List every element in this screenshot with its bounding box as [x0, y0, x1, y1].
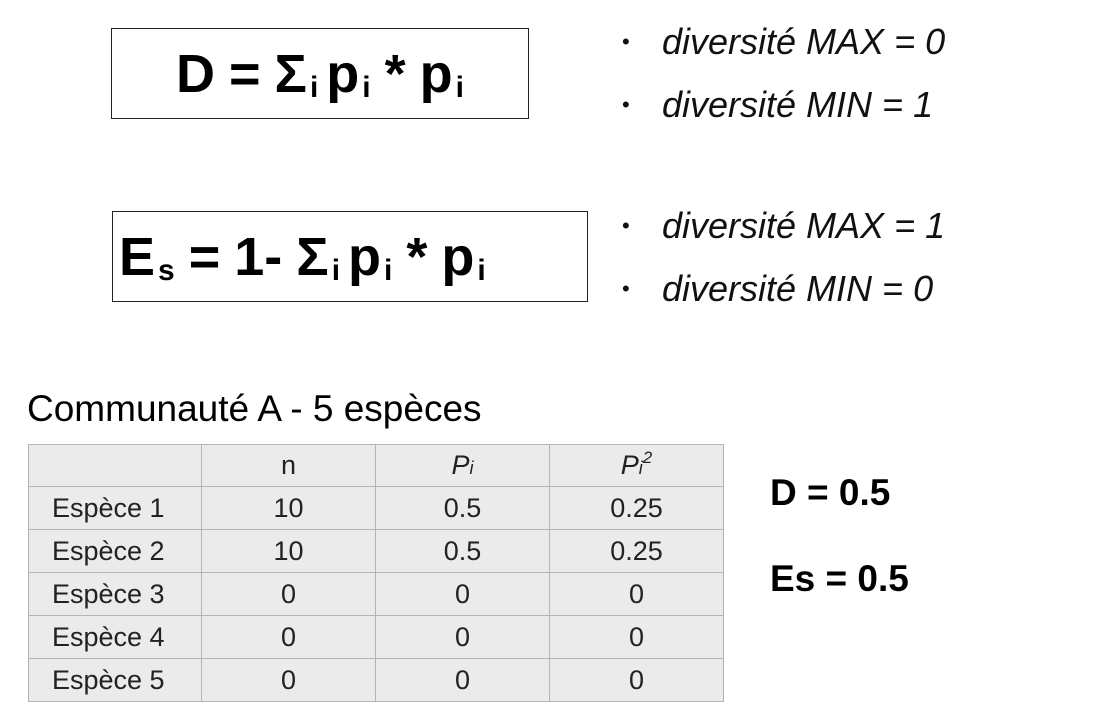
header-n: n	[201, 444, 376, 487]
bullet-item: • diversité MAX = 0	[622, 22, 945, 85]
formula-sigma-subscript: i	[309, 70, 319, 104]
table-row: Espèce 4 0 0 0	[28, 615, 724, 659]
header-pi2-base: P	[620, 450, 639, 480]
formula-p-subscript: i	[384, 253, 393, 287]
header-pi-squared: Pi2	[549, 444, 724, 487]
species-pi-squared: 0	[549, 658, 724, 702]
species-pi-squared: 0.25	[549, 486, 724, 530]
formula-lhs-subscript: s	[158, 253, 175, 287]
formula-p: p	[441, 226, 475, 287]
formula-p-subscript: i	[362, 70, 371, 104]
result-es-value: Es = 0.5	[770, 558, 909, 599]
bullet-item: • diversité MIN = 1	[622, 85, 945, 148]
species-name: Espèce 1	[28, 486, 202, 530]
formula-sigma: Σ	[296, 226, 329, 287]
header-pi2-superscript: 2	[642, 448, 653, 467]
evenness-formula: E s = 1- Σ i p i * p i	[112, 211, 588, 302]
formula-times: *	[406, 226, 428, 287]
species-pi: 0.5	[375, 486, 550, 530]
formula-equals: =	[229, 43, 261, 104]
table-row: Espèce 1 10 0.5 0.25	[28, 486, 724, 530]
bullet-text: diversité MIN = 0	[662, 268, 934, 309]
formula-lhs: E	[119, 226, 156, 287]
species-pi: 0	[375, 658, 550, 702]
table-header-row: n Pi Pi2	[28, 444, 724, 487]
header-pi-subscript: i	[469, 458, 474, 478]
species-n: 0	[201, 615, 376, 659]
header-pi-base: P	[451, 450, 470, 480]
table-row: Espèce 2 10 0.5 0.25	[28, 529, 724, 573]
species-pi-squared: 0	[549, 615, 724, 659]
species-n: 0	[201, 572, 376, 616]
formula-p: p	[419, 43, 453, 104]
bullet-dot: •	[622, 29, 630, 54]
table-row: Espèce 5 0 0 0	[28, 658, 724, 702]
formula-p-subscript: i	[455, 70, 464, 104]
bullet-text: diversité MAX = 0	[662, 21, 946, 62]
formula-sigma-subscript: i	[331, 253, 341, 287]
species-n: 0	[201, 658, 376, 702]
bullet-dot: •	[622, 276, 630, 301]
bullet-item: • diversité MIN = 0	[622, 269, 945, 332]
formula-sigma: Σ	[274, 43, 307, 104]
bullet-item: • diversité MAX = 1	[622, 206, 945, 269]
bullet-text: diversité MIN = 1	[662, 84, 934, 125]
header-empty-cell	[28, 444, 202, 487]
species-name: Espèce 5	[28, 658, 202, 702]
formula-one-minus: 1-	[234, 226, 283, 287]
community-title: Communauté A - 5 espèces	[27, 388, 482, 429]
species-name: Espèce 3	[28, 572, 202, 616]
species-pi-squared: 0	[549, 572, 724, 616]
simpson-index-formula: D = Σ i p i * p i	[111, 28, 529, 119]
header-pi: Pi	[375, 444, 550, 487]
species-pi: 0	[375, 572, 550, 616]
species-n: 10	[201, 529, 376, 573]
bullet-dot: •	[622, 213, 630, 238]
species-pi: 0.5	[375, 529, 550, 573]
formula-lhs: D	[176, 43, 215, 104]
species-name: Espèce 4	[28, 615, 202, 659]
species-pi: 0	[375, 615, 550, 659]
result-d-value: D = 0.5	[770, 472, 891, 513]
formula-equals: =	[188, 226, 221, 287]
evenness-diversity-notes: • diversité MAX = 1 • diversité MIN = 0	[622, 206, 945, 332]
species-n: 10	[201, 486, 376, 530]
species-table: n Pi Pi2 Espèce 1 10 0.5 0.25 Espèce 2 1…	[28, 444, 724, 702]
header-pi2-subscript: i	[638, 458, 643, 478]
species-name: Espèce 2	[28, 529, 202, 573]
species-pi-squared: 0.25	[549, 529, 724, 573]
table-row: Espèce 3 0 0 0	[28, 572, 724, 616]
simpson-diversity-notes: • diversité MAX = 0 • diversité MIN = 1	[622, 22, 945, 148]
formula-p: p	[326, 43, 360, 104]
formula-p-subscript: i	[477, 253, 486, 287]
formula-p: p	[348, 226, 382, 287]
bullet-text: diversité MAX = 1	[662, 205, 946, 246]
formula-times: *	[384, 43, 406, 104]
bullet-dot: •	[622, 92, 630, 117]
